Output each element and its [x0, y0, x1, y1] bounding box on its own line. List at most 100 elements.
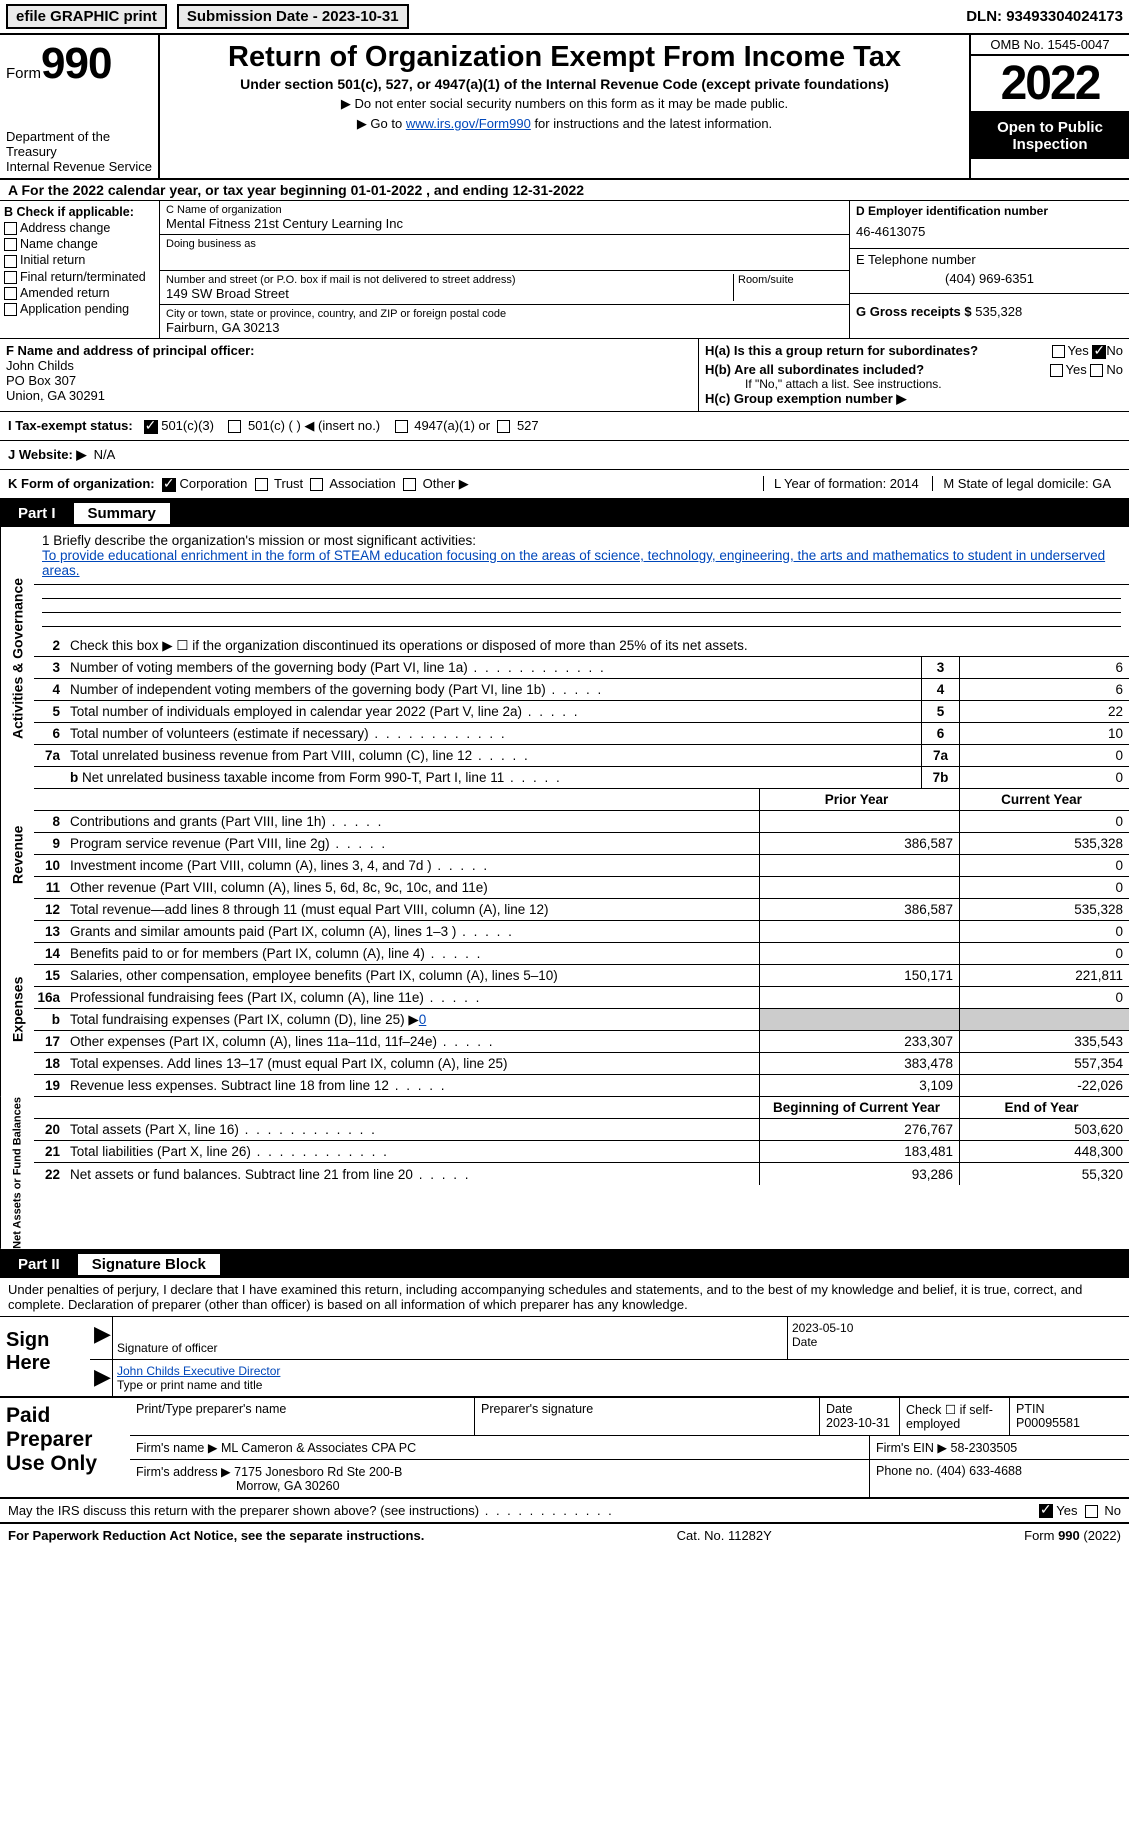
line-9-curr: 535,328	[959, 833, 1129, 854]
name-title-label: Type or print name and title	[117, 1378, 1125, 1392]
city-value: Fairburn, GA 30213	[166, 320, 843, 335]
end-year-hdr: End of Year	[959, 1097, 1129, 1118]
line-21-desc: Total liabilities (Part X, line 26)	[66, 1142, 759, 1161]
cb-527[interactable]	[497, 420, 510, 433]
line-7a-val: 0	[959, 745, 1129, 766]
discuss-q: May the IRS discuss this return with the…	[8, 1503, 614, 1519]
hb-label: H(b) Are all subordinates included?	[705, 362, 924, 377]
hc-label: H(c) Group exemption number ▶	[705, 391, 906, 406]
firm-addr-label: Firm's address ▶	[136, 1465, 231, 1479]
current-year-hdr: Current Year	[959, 789, 1129, 810]
form-id-cell: Form990 Department of the Treasury Inter…	[0, 35, 160, 178]
line-8-curr: 0	[959, 811, 1129, 832]
irs-label: Internal Revenue Service	[6, 159, 152, 174]
org-name-label: C Name of organization	[166, 204, 843, 216]
line-5-desc: Total number of individuals employed in …	[66, 702, 921, 721]
sig-date-label: Date	[792, 1335, 1125, 1349]
prior-year-hdr: Prior Year	[759, 789, 959, 810]
cb-final-return[interactable]: Final return/terminated	[4, 270, 155, 284]
street-addr: 149 SW Broad Street	[166, 286, 733, 301]
line-16b-desc: Total fundraising expenses (Part IX, col…	[66, 1010, 759, 1030]
form-footer: Form 990 (2022)	[1024, 1528, 1121, 1543]
sig-arrow2-icon: ▶	[90, 1360, 112, 1396]
line-13-prior	[759, 921, 959, 942]
line-14-prior	[759, 943, 959, 964]
line-14-curr: 0	[959, 943, 1129, 964]
firm-ein: 58-2303505	[951, 1441, 1018, 1455]
cb-app-pending[interactable]: Application pending	[4, 302, 155, 316]
gross-value: 535,328	[975, 304, 1022, 319]
efile-btn[interactable]: efile GRAPHIC print	[6, 4, 167, 29]
cb-assoc[interactable]	[310, 478, 323, 491]
line-12-prior: 386,587	[759, 899, 959, 920]
officer-name: John Childs	[6, 358, 692, 373]
line-15-prior: 150,171	[759, 965, 959, 986]
cb-trust[interactable]	[255, 478, 268, 491]
hb-note: If "No," attach a list. See instructions…	[745, 377, 1123, 391]
firm-name-label: Firm's name ▶	[136, 1441, 217, 1455]
line-21-prior: 183,481	[759, 1141, 959, 1162]
cb-amended[interactable]: Amended return	[4, 286, 155, 300]
cb-name-change[interactable]: Name change	[4, 237, 155, 251]
ha-label: H(a) Is this a group return for subordin…	[705, 343, 978, 358]
line-12-desc: Total revenue—add lines 8 through 11 (mu…	[66, 900, 759, 919]
state-domicile: M State of legal domicile: GA	[932, 476, 1121, 491]
line-8-desc: Contributions and grants (Part VIII, lin…	[66, 812, 759, 831]
form-title: Return of Organization Exempt From Incom…	[166, 41, 963, 74]
ha-no[interactable]	[1092, 345, 1106, 359]
line-22-desc: Net assets or fund balances. Subtract li…	[66, 1165, 759, 1184]
hb-yes[interactable]	[1050, 364, 1063, 377]
line-3-val: 6	[959, 657, 1129, 678]
note-ssn: ▶ Do not enter social security numbers o…	[166, 96, 963, 112]
cb-4947[interactable]	[395, 420, 408, 433]
dba-label: Doing business as	[166, 238, 843, 250]
firm-phone-label: Phone no.	[876, 1464, 933, 1478]
cb-501c3[interactable]	[144, 420, 158, 434]
cb-address-change[interactable]: Address change	[4, 221, 155, 235]
line-18-desc: Total expenses. Add lines 13–17 (must eq…	[66, 1054, 759, 1073]
side-revenue: Revenue	[0, 789, 34, 921]
dept-label: Department of the Treasury	[6, 129, 152, 159]
website-label: J Website: ▶	[8, 447, 86, 463]
line-12-curr: 535,328	[959, 899, 1129, 920]
line-3-desc: Number of voting members of the governin…	[66, 658, 921, 677]
form-label: Form	[6, 65, 41, 82]
firm-name: ML Cameron & Associates CPA PC	[221, 1441, 416, 1455]
line-10-curr: 0	[959, 855, 1129, 876]
line-6-desc: Total number of volunteers (estimate if …	[66, 724, 921, 743]
officer-printed-name: John Childs Executive Director	[117, 1364, 1125, 1378]
line-18-curr: 557,354	[959, 1053, 1129, 1074]
discuss-yes[interactable]	[1039, 1504, 1053, 1518]
discuss-no[interactable]	[1085, 1505, 1098, 1518]
line-20-prior: 276,767	[759, 1119, 959, 1140]
line-21-curr: 448,300	[959, 1141, 1129, 1162]
line-4-val: 6	[959, 679, 1129, 700]
side-activities: Activities & Governance	[0, 527, 34, 789]
firm-phone: (404) 633-4688	[936, 1464, 1021, 1478]
side-expenses: Expenses	[0, 921, 34, 1097]
cb-other[interactable]	[403, 478, 416, 491]
line-19-desc: Revenue less expenses. Subtract line 18 …	[66, 1076, 759, 1095]
cb-501c[interactable]	[228, 420, 241, 433]
line-16a-curr: 0	[959, 987, 1129, 1008]
self-employed-cb[interactable]: Check ☐ if self-employed	[899, 1398, 1009, 1435]
paid-preparer-label: Paid Preparer Use Only	[0, 1398, 130, 1497]
submission-btn[interactable]: Submission Date - 2023-10-31	[177, 4, 409, 29]
ein-label: D Employer identification number	[856, 204, 1123, 218]
hb-no[interactable]	[1090, 364, 1103, 377]
line-7b-desc: Net unrelated business taxable income fr…	[82, 770, 504, 785]
line-16a-prior	[759, 987, 959, 1008]
ha-yes[interactable]	[1052, 345, 1065, 358]
open-inspection: Open to Public Inspection	[971, 113, 1129, 159]
line-15-desc: Salaries, other compensation, employee b…	[66, 966, 759, 985]
tax-year: 2022	[971, 56, 1129, 113]
irs-link[interactable]: www.irs.gov/Form990	[406, 116, 531, 131]
prep-sig-label: Preparer's signature	[474, 1398, 819, 1435]
cb-corp[interactable]	[162, 478, 176, 492]
cb-initial-return[interactable]: Initial return	[4, 253, 155, 267]
note-link: ▶ Go to www.irs.gov/Form990 for instruct…	[166, 116, 963, 132]
ptin-label: PTIN	[1016, 1402, 1044, 1416]
mission-q: 1 Briefly describe the organization's mi…	[42, 533, 1121, 548]
line-17-curr: 335,543	[959, 1031, 1129, 1052]
city-label: City or town, state or province, country…	[166, 308, 843, 320]
